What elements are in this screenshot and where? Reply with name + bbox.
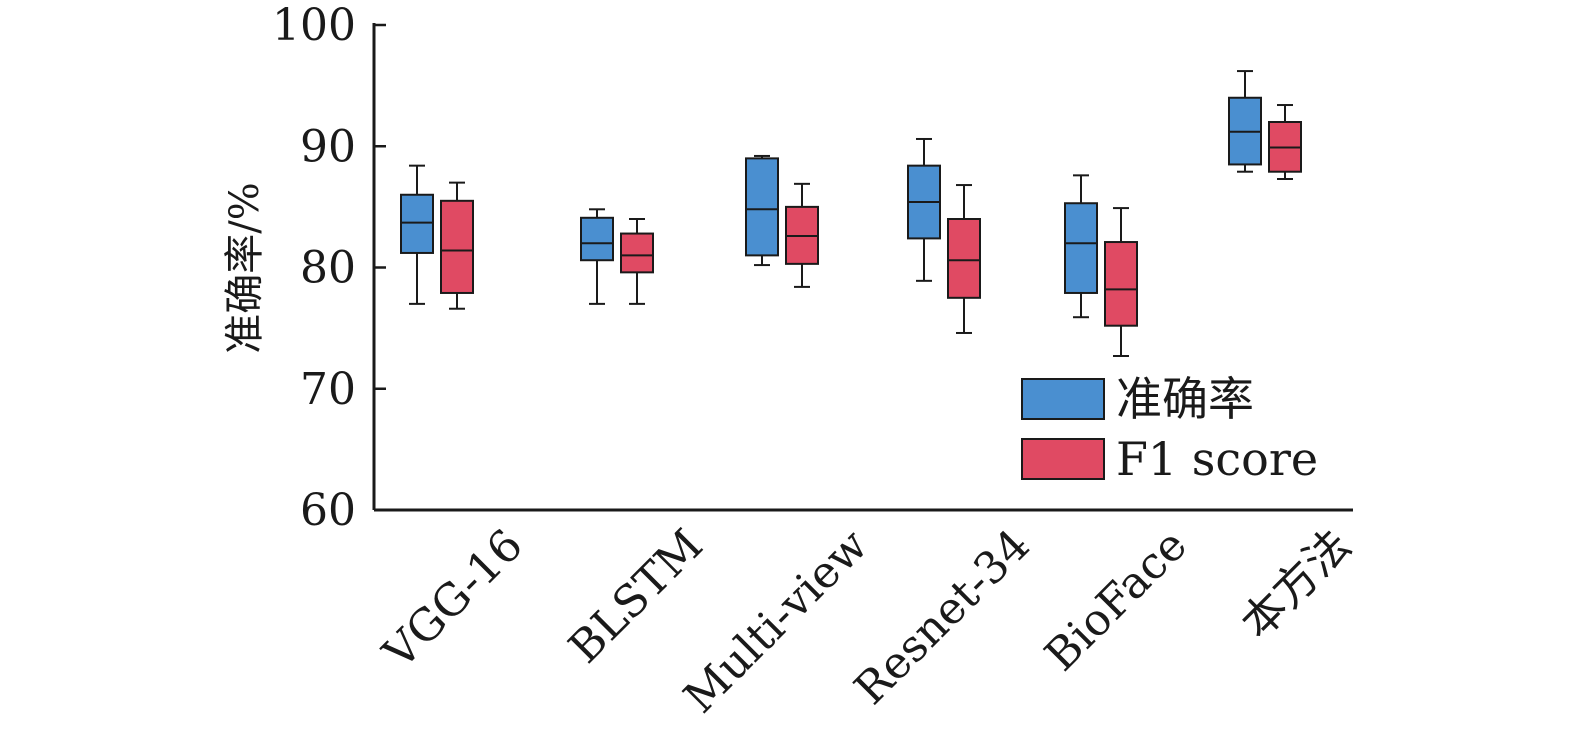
box-iqr (745, 157, 779, 257)
box-f1-5 (1268, 104, 1302, 180)
y-tick-label: 60 (300, 485, 356, 536)
box-accuracy-5 (1228, 70, 1262, 173)
x-category-label: BioFace (1035, 520, 1196, 681)
x-category-label: VGG-16 (373, 520, 533, 680)
legend-swatch-accuracy (1021, 378, 1105, 420)
y-axis-title: 准确率/% (222, 182, 268, 353)
box-iqr (620, 232, 654, 274)
box-accuracy-3 (907, 137, 941, 282)
box-f1-2 (785, 182, 819, 288)
box-iqr (1064, 202, 1098, 294)
y-tick-label: 70 (300, 364, 356, 415)
box-f1-0 (440, 181, 474, 310)
box-f1-4 (1104, 207, 1138, 358)
x-category-label: 本方法 (1231, 520, 1360, 649)
y-tick-label: 80 (300, 243, 356, 294)
box-iqr (947, 218, 981, 299)
box-groups (400, 70, 1302, 358)
box-accuracy-2 (745, 154, 779, 267)
legend: 准确率 F1 score (1021, 372, 1318, 486)
box-f1-1 (620, 218, 654, 305)
axes (372, 23, 1353, 512)
box-accuracy-4 (1064, 174, 1098, 319)
x-category-label: Resnet-34 (845, 520, 1040, 715)
box-iqr (440, 199, 474, 294)
box-accuracy-1 (580, 208, 614, 305)
box-iqr (1104, 241, 1138, 327)
box-iqr (400, 193, 434, 254)
legend-label-accuracy: 准确率 (1116, 372, 1254, 426)
box-iqr (580, 216, 614, 262)
box-accuracy-0 (400, 164, 434, 305)
x-category-label: BLSTM (559, 520, 713, 674)
legend-label-f1: F1 score (1116, 432, 1318, 486)
box-f1-3 (947, 184, 981, 334)
y-tick-label: 90 (300, 121, 356, 172)
legend-swatch-f1 (1021, 438, 1105, 480)
y-tick-label: 100 (272, 0, 356, 51)
